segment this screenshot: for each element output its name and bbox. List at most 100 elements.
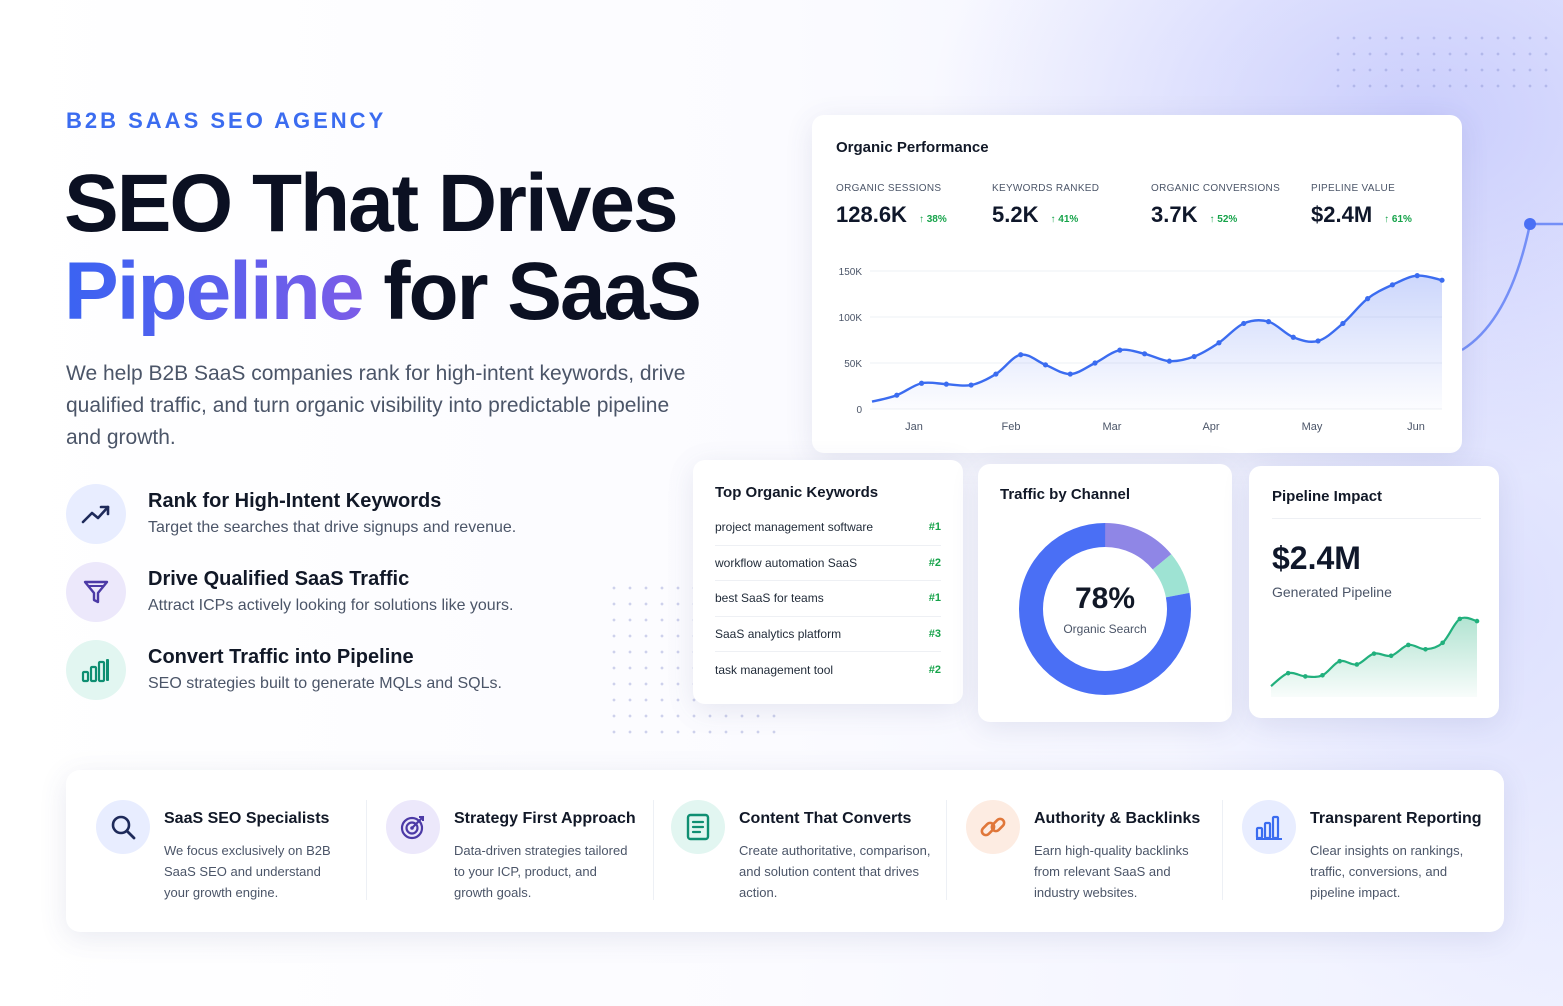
pipeline-sparkline — [1270, 616, 1480, 697]
data-point — [1354, 662, 1360, 667]
data-point — [1315, 338, 1321, 344]
list-item[interactable]: best SaaS for teams #1 — [715, 581, 941, 617]
x-tick-label: Jun — [1407, 421, 1425, 433]
list-item[interactable]: project management software #1 — [715, 510, 941, 546]
list-item[interactable]: task management tool #2 — [715, 652, 941, 688]
service-description: Data-driven strategies tailored to your … — [454, 843, 628, 900]
data-point — [1067, 371, 1073, 377]
metric-label: PIPELINE VALUE — [1311, 183, 1396, 194]
data-point — [1406, 642, 1411, 648]
area-fill — [872, 275, 1442, 409]
data-point — [1092, 360, 1098, 366]
data-point — [1337, 658, 1342, 664]
card-title: Pipeline Impact — [1272, 488, 1383, 505]
feature-item: Convert Traffic into Pipeline SEO strate… — [66, 640, 626, 718]
data-point — [1440, 640, 1445, 646]
data-point — [993, 371, 999, 377]
top-keywords-card: Top Organic Keywords project management … — [693, 460, 963, 704]
data-point — [1241, 320, 1247, 327]
data-point — [1216, 340, 1222, 346]
x-tick-label: Mar — [1103, 421, 1122, 433]
data-point — [1388, 653, 1394, 659]
feature-item: Rank for High-Intent Keywords Target the… — [66, 484, 626, 562]
donut-center-value: 78% — [1074, 582, 1136, 615]
keyword-text: SaaS analytics platform — [715, 626, 842, 641]
data-point — [1340, 320, 1346, 327]
data-point — [918, 380, 925, 386]
data-point — [1285, 670, 1291, 676]
service-title: Authority & Backlinks — [1034, 810, 1201, 827]
data-point — [1423, 646, 1428, 652]
data-point — [1142, 351, 1148, 357]
service-title: Transparent Reporting — [1310, 810, 1482, 827]
pipeline-value: $2.4M — [1272, 540, 1361, 576]
list-item[interactable]: workflow automation SaaS #2 — [715, 546, 941, 581]
keyword-rank: #2 — [928, 663, 941, 676]
search-icon — [96, 800, 150, 854]
keyword-text: project management software — [715, 520, 874, 535]
keyword-list: project management software #1 workflow a… — [715, 510, 941, 688]
keyword-rank: #3 — [928, 627, 941, 640]
metric-organic-conversions: ORGANIC CONVERSIONS 3.7K ↑ 52% — [1151, 183, 1280, 228]
data-point — [1265, 319, 1272, 325]
metric-label: ORGANIC SESSIONS — [836, 183, 942, 194]
data-point — [1371, 651, 1377, 656]
pipeline-label: Generated Pipeline — [1272, 584, 1392, 600]
data-point — [943, 381, 949, 387]
metric-value: 128.6K — [836, 202, 907, 227]
metric-value: 5.2K — [992, 202, 1039, 227]
metric-label: ORGANIC CONVERSIONS — [1151, 183, 1281, 194]
y-tick-label: 0 — [856, 405, 862, 416]
headline-rest: for SaaS — [362, 246, 702, 337]
feature-description: SEO strategies built to generate MQLs an… — [148, 675, 502, 692]
organic-performance-card: Organic Performance ORGANIC SESSIONS 128… — [812, 115, 1462, 453]
metric-change: ↑ 41% — [1050, 214, 1079, 225]
data-point — [1191, 353, 1197, 360]
keyword-text: best SaaS for teams — [715, 591, 824, 606]
keyword-rank: #2 — [928, 556, 941, 569]
decorative-trend-line — [1461, 218, 1563, 352]
link-icon — [966, 800, 1020, 854]
page-title: SEO That Drives Pipeline for SaaS — [64, 160, 702, 337]
data-point — [1117, 347, 1123, 353]
funnel-icon — [66, 562, 126, 622]
keyword-text: workflow automation SaaS — [715, 555, 858, 570]
x-tick-label: Jan — [905, 421, 923, 433]
metric-change: ↑ 38% — [918, 214, 947, 225]
metric-value: 3.7K — [1151, 202, 1198, 227]
data-point — [1303, 674, 1308, 679]
feature-description: Attract ICPs actively looking for soluti… — [148, 597, 514, 614]
y-tick-label: 50K — [844, 359, 862, 370]
metric-change: ↑ 61% — [1384, 214, 1412, 225]
list-item[interactable]: SaaS analytics platform #3 — [715, 617, 941, 652]
x-tick-label: Feb — [1002, 421, 1021, 433]
feature-item: Drive Qualified SaaS Traffic Attract ICP… — [66, 562, 626, 640]
data-point — [1018, 352, 1024, 358]
metric-value: $2.4M — [1311, 202, 1373, 227]
data-point — [1414, 273, 1420, 279]
data-point — [1042, 362, 1049, 368]
service-item: Content That Converts Create authoritati… — [671, 800, 941, 904]
service-item: Authority & Backlinks Earn high-quality … — [966, 800, 1226, 904]
service-title: Content That Converts — [739, 810, 912, 827]
card-title: Organic Performance — [836, 139, 989, 156]
metric-organic-sessions: ORGANIC SESSIONS 128.6K ↑ 38% — [836, 183, 947, 228]
service-description: We focus exclusively on B2B SaaS SEO and… — [164, 843, 331, 900]
service-title: Strategy First Approach — [454, 810, 636, 827]
metric-change: ↑ 52% — [1209, 214, 1238, 225]
data-point — [1439, 277, 1445, 283]
divider — [946, 800, 947, 900]
metric-pipeline-value: PIPELINE VALUE $2.4M ↑ 61% — [1311, 183, 1412, 228]
traffic-by-channel-card: Traffic by Channel 78% Organic Search — [978, 464, 1232, 722]
document-icon — [671, 800, 725, 854]
traffic-donut-chart — [1019, 523, 1191, 695]
service-item: Strategy First Approach Data-driven stra… — [386, 800, 646, 904]
data-point — [1389, 282, 1396, 288]
data-point — [1474, 618, 1480, 624]
feature-title: Convert Traffic into Pipeline — [148, 646, 414, 668]
service-item: Transparent Reporting Clear insights on … — [1242, 800, 1492, 904]
pie-slice — [1019, 523, 1191, 695]
x-tick-label: May — [1302, 421, 1323, 433]
feature-title: Rank for High-Intent Keywords — [148, 490, 442, 512]
donut-center-label: Organic Search — [1063, 622, 1147, 636]
